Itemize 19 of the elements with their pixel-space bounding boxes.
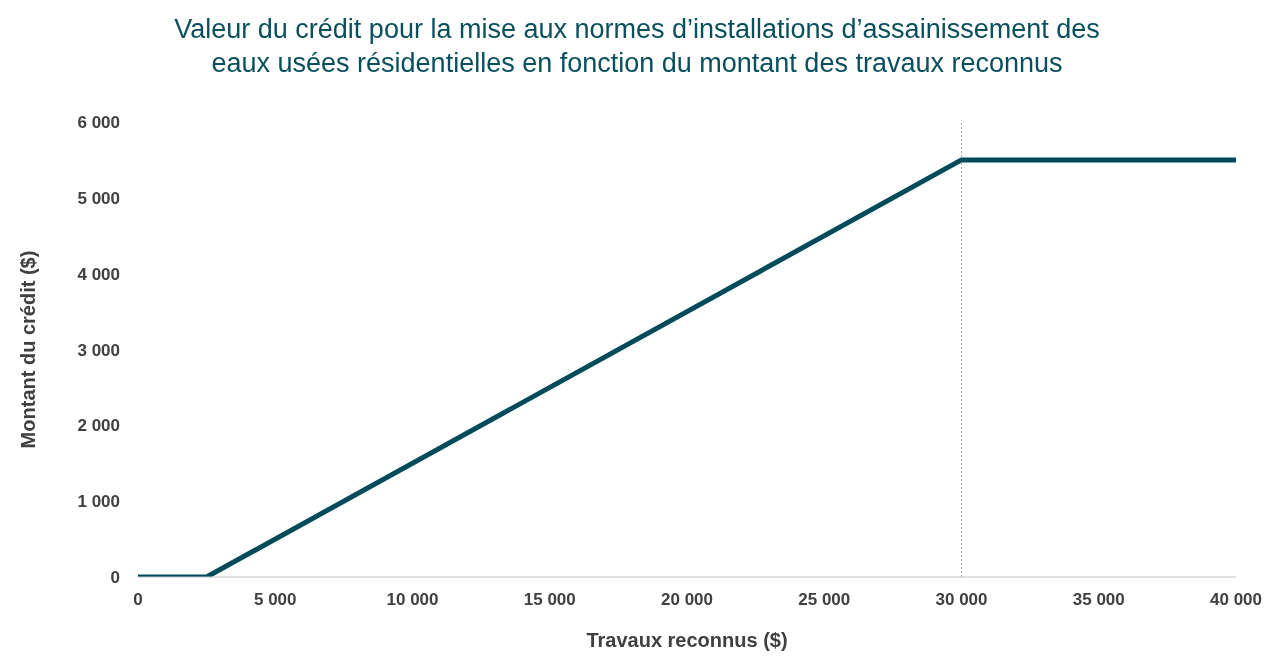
y-tick-label: 1 000 [77, 492, 120, 512]
y-tick-label: 5 000 [77, 188, 120, 208]
x-tick-label: 0 [133, 590, 143, 610]
x-tick-label: 20 000 [661, 590, 713, 610]
x-axis-title: Travaux reconnus ($) [586, 629, 788, 651]
y-tick-label: 2 000 [77, 416, 120, 436]
x-tick-label: 25 000 [798, 590, 851, 610]
y-tick-label: 0 [110, 568, 120, 588]
x-tick-label: 10 000 [386, 590, 439, 610]
y-tick-label: 4 000 [77, 264, 120, 284]
x-tick-label: 35 000 [1072, 590, 1125, 610]
y-axis-title: Montant du crédit ($) [17, 250, 40, 449]
x-tick-label: 40 000 [1210, 590, 1262, 610]
x-tick-label: 15 000 [523, 590, 576, 610]
chart-title: Valeur du crédit pour la mise aux normes d’installations d’assainissement des eaux usées résidentielles en fonction du montant des travaux reconnus [173, 13, 1101, 80]
y-tick-label: 6 000 [77, 113, 120, 133]
x-tick-label: 30 000 [935, 590, 988, 610]
y-tick-label: 3 000 [77, 340, 120, 360]
x-tick-label: 5 000 [253, 590, 297, 610]
